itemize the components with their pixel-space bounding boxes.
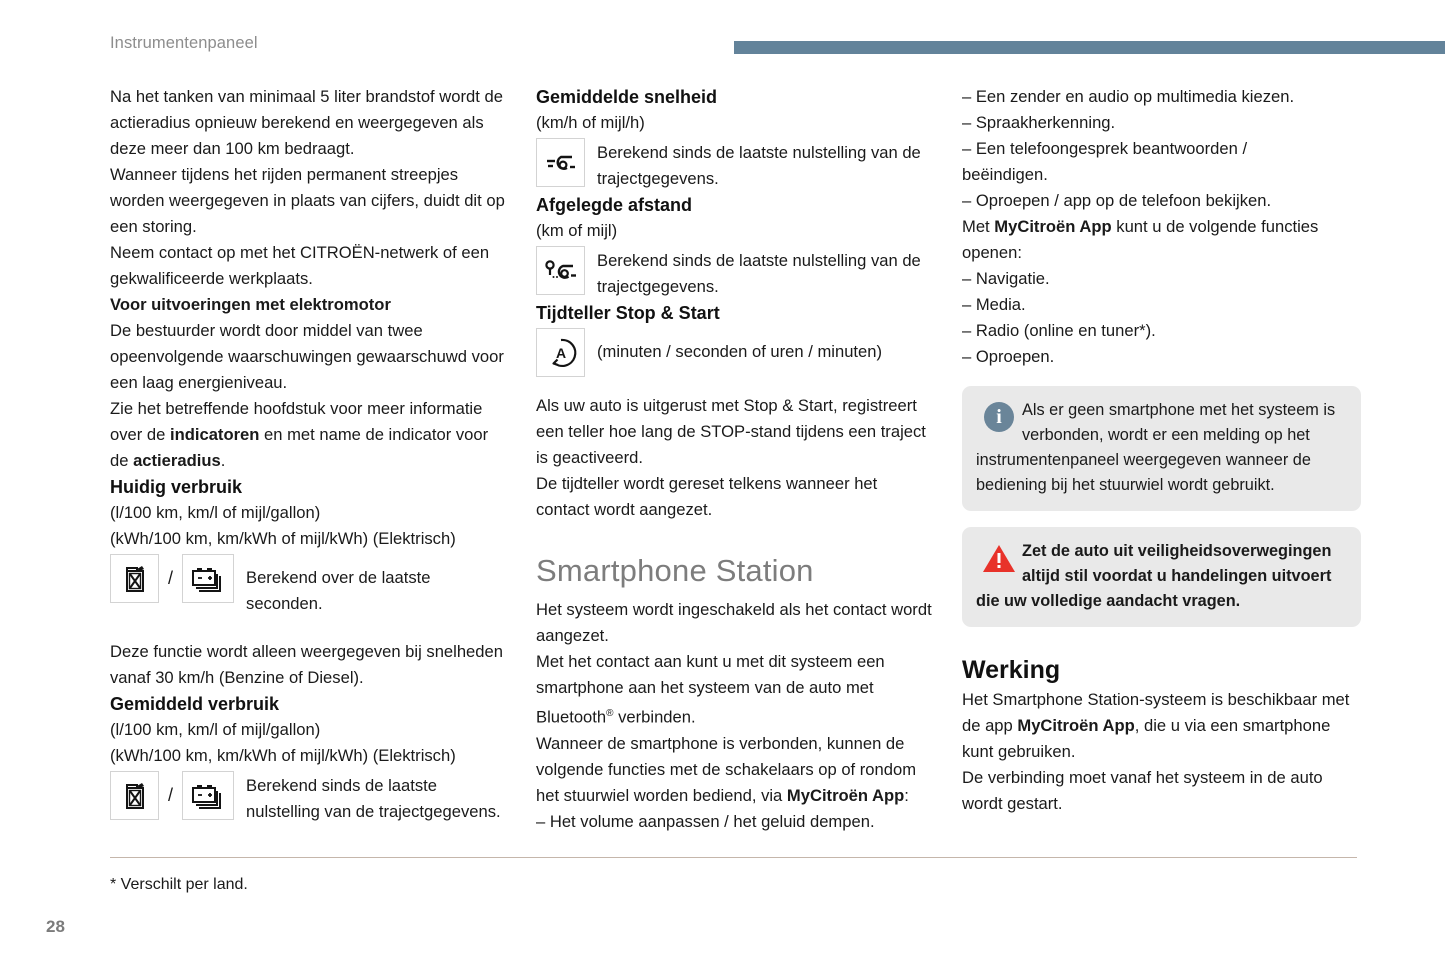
paragraph-werking-2: De verbinding moet vanaf het systeem in …	[962, 768, 1323, 813]
average-speed-icon	[536, 138, 585, 187]
para5-bold-indicatoren: indicatoren	[169, 425, 260, 444]
chapter-title-smartphone-station: Smartphone Station	[536, 553, 814, 588]
met-app-text-a: Met	[962, 217, 995, 236]
bullet-item: – Navigatie.	[962, 269, 1050, 288]
bullet-item-call-line1: – Een telefoongesprek beantwoorden /	[962, 139, 1248, 158]
caption-average-speed: Berekend sinds de laatste nulstelling va…	[597, 143, 921, 188]
column-3: – Een zender en audio op multimedia kiez…	[962, 84, 1361, 835]
controls-text-c: :	[904, 785, 909, 805]
paragraph-bluetooth-connect: Met het contact aan kunt u met dit syste…	[536, 649, 935, 731]
battery-stack-icon	[182, 554, 235, 603]
heading-werking: Werking	[962, 656, 1061, 684]
icon-row-distance: Berekend sinds de laatste nulstelling va…	[536, 246, 935, 300]
controls-text-a: Wanneer de smartphone is verbonden, kunn…	[536, 733, 917, 805]
heading-gemiddelde-snelheid: Gemiddelde snelheid	[536, 87, 718, 107]
page-number: 28	[46, 917, 65, 936]
registered-mark: ®	[606, 708, 614, 719]
caption-average-consumption: Berekend sinds de laatste nulstelling va…	[246, 776, 501, 821]
units-average-1: (l/100 km, km/l of mijl/gallon)	[110, 720, 321, 739]
icon-separator-slash: /	[168, 568, 174, 588]
bullet-item: – Radio (online en tuner*).	[962, 321, 1156, 340]
paragraph-stop-start-1: Als uw auto is uitgerust met Stop & Star…	[536, 396, 926, 467]
mycitroen-app-bold: MyCitroën App	[1017, 716, 1135, 735]
column-1: Na het tanken van minimaal 5 liter brand…	[110, 84, 509, 835]
icon-row-average-consumption: / Berekend sinds de laatste nulstelling …	[110, 771, 509, 825]
warning-callout-text: Zet de auto uit veiligheidsoverwegingen …	[976, 542, 1332, 610]
paragraph-system-on: Het systeem wordt ingeschakeld als het c…	[536, 600, 932, 645]
mycitroen-app-bold: MyCitroën App	[786, 785, 905, 805]
para5-part-c: en met name de indicator voor de	[110, 425, 489, 470]
units-current-1: (l/100 km, km/l of mijl/gallon)	[110, 503, 321, 522]
info-callout-text: Als er geen smartphone met het systeem i…	[976, 401, 1336, 494]
column-2: Gemiddelde snelheid (km/h of mijl/h) Ber…	[536, 84, 935, 835]
bluetooth-text-b: verbinden.	[613, 707, 696, 727]
met-app-text-c: kunt u de volgende functies openen:	[962, 217, 1319, 262]
paragraph-met-app: Met MyCitroën App kunt u de volgende fun…	[962, 214, 1361, 266]
footnote-text: * Verschilt per land.	[110, 876, 248, 893]
icon-separator-slash: /	[168, 785, 174, 805]
bullet-item: – Media.	[962, 295, 1026, 314]
units-distance: (km of mijl)	[536, 221, 618, 240]
note-minimum-speed: Deze functie wordt alleen weergegeven bi…	[110, 642, 503, 687]
bullet-volume: – Het volume aanpassen / het geluid demp…	[536, 811, 875, 831]
info-callout: i Als er geen smartphone met het systeem…	[962, 386, 1361, 511]
paragraph-dashes: Wanneer tijdens het rijden permanent str…	[110, 165, 505, 236]
info-icon: i	[976, 400, 1022, 434]
page-header: Instrumentenpaneel	[0, 34, 1445, 64]
bullet-item: – Spraakherkenning.	[962, 113, 1116, 132]
units-current-2: (kWh/100 km, km/kWh of mijl/kWh) (Elektr…	[110, 529, 456, 548]
bluetooth-text-a: Met het contact aan kunt u met dit syste…	[536, 652, 885, 727]
info-icon-glyph: i	[984, 402, 1014, 432]
para5-part-a: Zie het betreffende hoofdstuk voor meer …	[110, 399, 483, 444]
para5-part-e: .	[220, 451, 226, 470]
units-average-speed: (km/h of mijl/h)	[536, 113, 645, 132]
page-title: Instrumentenpaneel	[110, 34, 258, 52]
battery-stack-icon	[182, 771, 235, 820]
electric-versions-heading: Voor uitvoeringen met elektromotor	[110, 292, 509, 318]
icon-row-current-consumption: / Berekend over de laatste seconden.	[110, 554, 509, 617]
fuel-can-crossed-icon	[110, 771, 159, 820]
content-columns: Na het tanken van minimaal 5 liter brand…	[110, 84, 1361, 835]
svg-text:A: A	[555, 345, 565, 361]
bullet-item-view-calls: – Oproepen / app op de telefoon bekijken…	[962, 191, 1272, 210]
warning-callout: Zet de auto uit veiligheidsoverwegingen …	[962, 527, 1361, 627]
bullet-item: – Oproepen.	[962, 347, 1055, 366]
heading-afgelegde-afstand: Afgelegde afstand	[536, 195, 693, 215]
mycitroen-app-bold: MyCitroën App	[994, 217, 1112, 236]
heading-huidig-verbruik: Huidig verbruik	[110, 477, 243, 497]
paragraph-low-energy: De bestuurder wordt door middel van twee…	[110, 321, 504, 392]
werking-text-a: Het Smartphone Station-systeem is beschi…	[962, 690, 1350, 735]
caption-distance: Berekend sinds de laatste nulstelling va…	[597, 251, 921, 296]
units-stop-start: (minuten / seconden of uren / minuten)	[597, 342, 883, 361]
bullet-item-call-line2: beëindigen.	[962, 165, 1048, 184]
heading-gemiddeld-verbruik: Gemiddeld verbruik	[110, 694, 280, 714]
bullet-item: – Een zender en audio op multimedia kiez…	[962, 87, 1295, 106]
electric-versions-heading-text: Voor uitvoeringen met elektromotor	[110, 295, 391, 314]
paragraph-indicators: Zie het betreffende hoofdstuk voor meer …	[110, 396, 509, 474]
icon-row-stop-start: A (minuten / seconden of uren / minuten)	[536, 328, 935, 377]
stop-start-auto-icon: A	[536, 328, 585, 377]
warning-triangle-icon	[976, 541, 1022, 575]
paragraph-werking-1: Het Smartphone Station-systeem is beschi…	[962, 687, 1361, 765]
fuel-can-crossed-icon	[110, 554, 159, 603]
caption-current-consumption: Berekend over de laatste seconden.	[246, 568, 431, 613]
intro-paragraph: Na het tanken van minimaal 5 liter brand…	[110, 87, 503, 158]
werking-text-c: , die u via een smartphone kunt gebruike…	[962, 716, 1331, 761]
icon-row-average-speed: Berekend sinds de laatste nulstelling va…	[536, 138, 935, 192]
paragraph-network: Neem contact op met het CITROËN-netwerk …	[110, 243, 490, 288]
distance-travelled-icon	[536, 246, 585, 295]
para5-bold-actieradius: actieradius	[133, 451, 221, 470]
header-accent-bar	[734, 41, 1445, 54]
units-average-2: (kWh/100 km, km/kWh of mijl/kWh) (Elektr…	[110, 746, 456, 765]
paragraph-steering-wheel-controls: Wanneer de smartphone is verbonden, kunn…	[536, 731, 935, 809]
paragraph-stop-start-2: De tijdteller wordt gereset telkens wann…	[536, 474, 878, 519]
footnote-divider	[110, 857, 1357, 858]
heading-tijdteller-stop-start: Tijdteller Stop & Start	[536, 303, 720, 323]
